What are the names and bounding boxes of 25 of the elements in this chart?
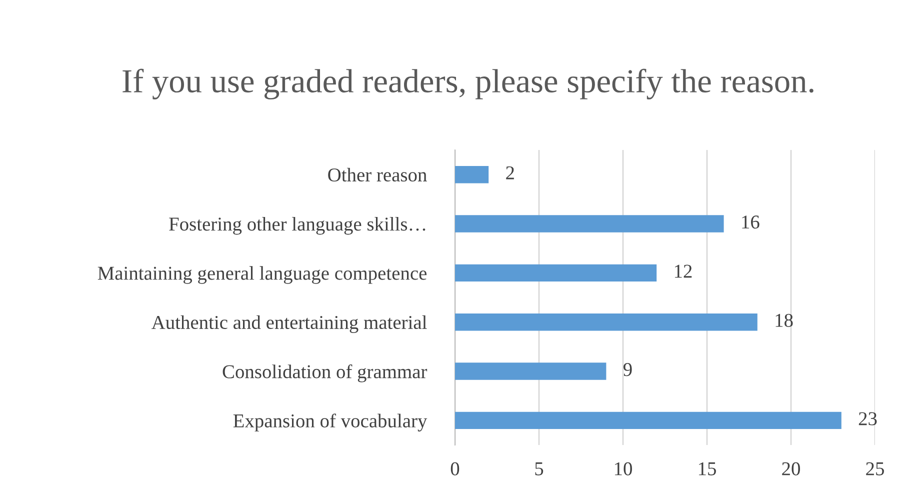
x-tick-label: 15 [698, 462, 716, 476]
bar [455, 313, 758, 331]
chart-title: If you use graded readers, please specify the reason. [122, 68, 814, 100]
y-tick-label: Authentic and entertaining material [152, 315, 427, 334]
bar [455, 412, 842, 430]
bar [455, 264, 657, 282]
data-label: 16 [742, 216, 760, 229]
y-tick-label: Consolidation of grammar [222, 364, 428, 382]
bar [455, 215, 724, 232]
bar [455, 166, 489, 184]
data-label: 2 [506, 166, 514, 180]
bar [455, 362, 606, 380]
x-tick-label: 5 [535, 462, 544, 476]
x-tick-label: 20 [782, 462, 800, 476]
y-tick-label: Fostering other language skills… [169, 217, 426, 235]
x-tick-label: 0 [450, 462, 460, 476]
y-tick-label: Expansion of vocabulary [233, 414, 428, 432]
y-tick-label: Maintaining general language competence [98, 266, 427, 284]
x-tick-label: 25 [866, 462, 884, 476]
y-tick-label: Other reason [328, 168, 427, 182]
x-tick-label: 10 [614, 462, 632, 476]
data-label: 12 [674, 264, 692, 278]
data-label: 18 [776, 314, 793, 327]
data-label: 23 [858, 412, 877, 426]
data-label: 9 [623, 363, 632, 376]
